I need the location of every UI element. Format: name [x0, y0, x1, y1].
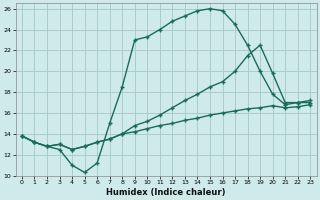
X-axis label: Humidex (Indice chaleur): Humidex (Indice chaleur) [106, 188, 226, 197]
